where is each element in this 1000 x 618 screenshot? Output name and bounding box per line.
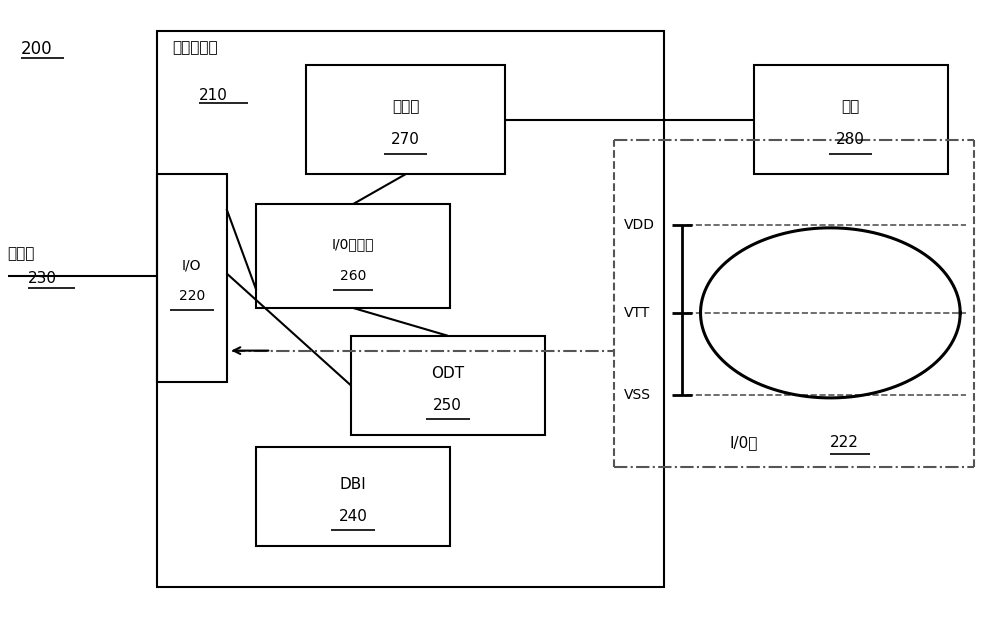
Text: VSS: VSS (624, 387, 651, 402)
Text: 210: 210 (199, 88, 228, 103)
Text: 280: 280 (836, 132, 865, 147)
Text: VDD: VDD (624, 218, 655, 232)
Text: 信号线: 信号线 (8, 246, 35, 261)
Text: 200: 200 (21, 40, 52, 59)
Text: 240: 240 (339, 509, 368, 523)
Text: I/0驱动器: I/0驱动器 (332, 237, 375, 251)
Text: I/0眼: I/0眼 (730, 435, 758, 451)
Text: 270: 270 (391, 132, 420, 147)
Text: 存储器设备: 存储器设备 (172, 40, 217, 56)
Text: 电源: 电源 (841, 99, 860, 114)
Text: ODT: ODT (431, 366, 464, 381)
Text: 260: 260 (340, 269, 367, 283)
Text: 222: 222 (830, 435, 859, 451)
Text: 250: 250 (433, 397, 462, 413)
Text: 调节器: 调节器 (392, 99, 419, 114)
Text: VTT: VTT (624, 306, 651, 320)
Text: I/O: I/O (182, 258, 201, 273)
Text: 230: 230 (28, 271, 57, 286)
Text: DBI: DBI (340, 477, 367, 492)
Text: 220: 220 (179, 289, 205, 303)
